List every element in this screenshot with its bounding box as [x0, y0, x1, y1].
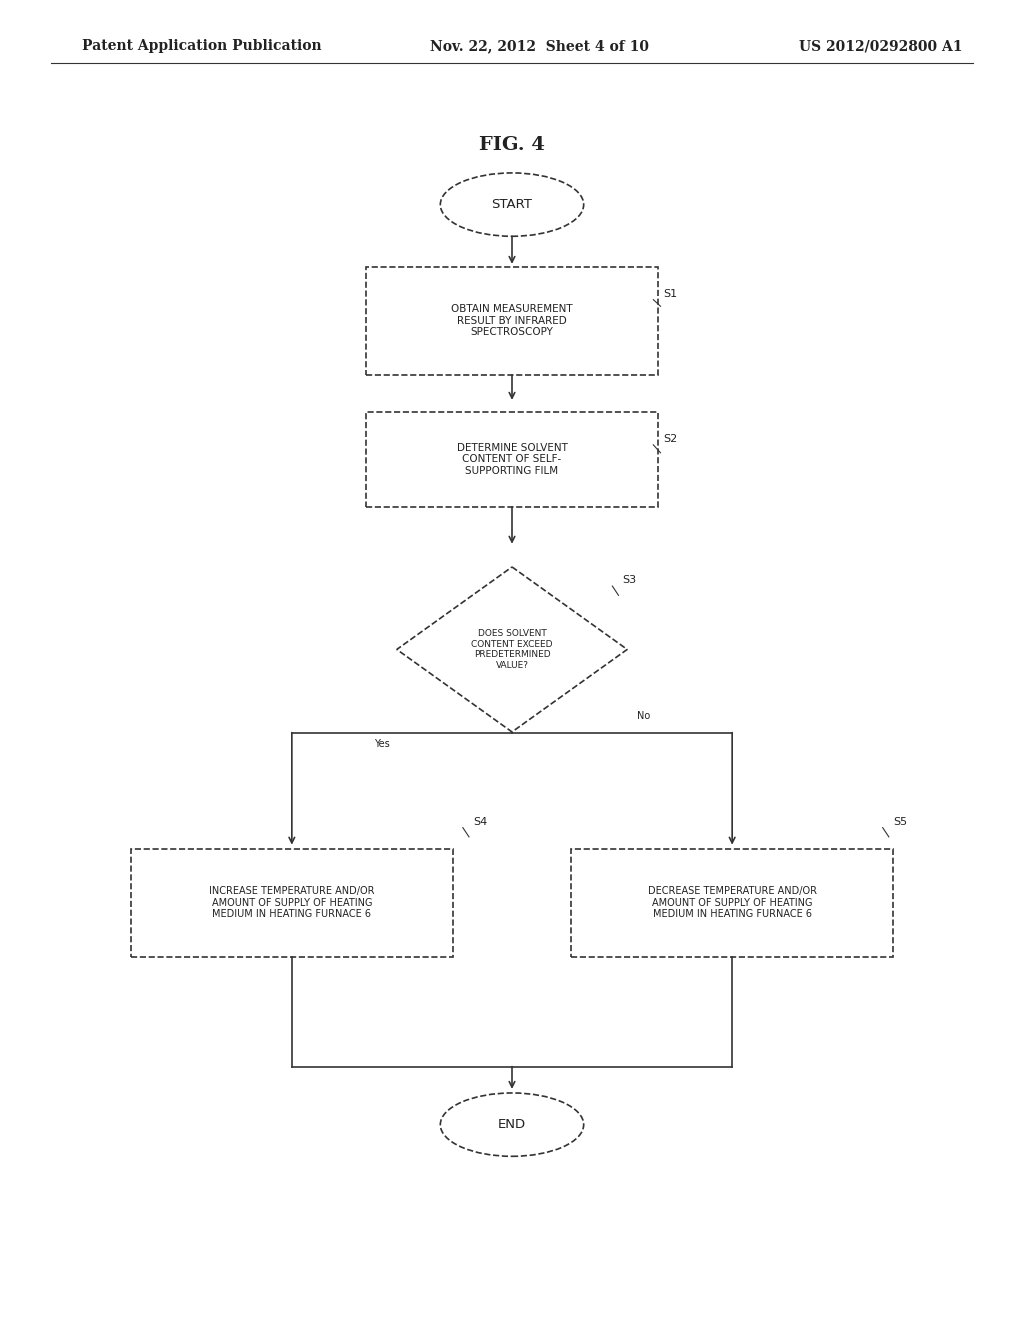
- Text: S1: S1: [664, 289, 678, 300]
- Text: FIG. 4: FIG. 4: [479, 136, 545, 154]
- Text: OBTAIN MEASUREMENT
RESULT BY INFRARED
SPECTROSCOPY: OBTAIN MEASUREMENT RESULT BY INFRARED SP…: [452, 304, 572, 338]
- Text: DOES SOLVENT
CONTENT EXCEED
PREDETERMINED
VALUE?: DOES SOLVENT CONTENT EXCEED PREDETERMINE…: [471, 630, 553, 669]
- Text: INCREASE TEMPERATURE AND/OR
AMOUNT OF SUPPLY OF HEATING
MEDIUM IN HEATING FURNAC: INCREASE TEMPERATURE AND/OR AMOUNT OF SU…: [209, 886, 375, 920]
- Text: Patent Application Publication: Patent Application Publication: [82, 40, 322, 53]
- Text: END: END: [498, 1118, 526, 1131]
- Text: DECREASE TEMPERATURE AND/OR
AMOUNT OF SUPPLY OF HEATING
MEDIUM IN HEATING FURNAC: DECREASE TEMPERATURE AND/OR AMOUNT OF SU…: [647, 886, 817, 920]
- Text: Nov. 22, 2012  Sheet 4 of 10: Nov. 22, 2012 Sheet 4 of 10: [430, 40, 649, 53]
- Text: No: No: [637, 711, 650, 722]
- Text: S2: S2: [664, 434, 678, 445]
- Text: DETERMINE SOLVENT
CONTENT OF SELF-
SUPPORTING FILM: DETERMINE SOLVENT CONTENT OF SELF- SUPPO…: [457, 442, 567, 477]
- Text: S4: S4: [473, 817, 487, 828]
- Text: START: START: [492, 198, 532, 211]
- Text: US 2012/0292800 A1: US 2012/0292800 A1: [799, 40, 963, 53]
- Text: S3: S3: [623, 576, 637, 586]
- Text: S5: S5: [893, 817, 907, 828]
- Text: Yes: Yes: [374, 739, 389, 750]
